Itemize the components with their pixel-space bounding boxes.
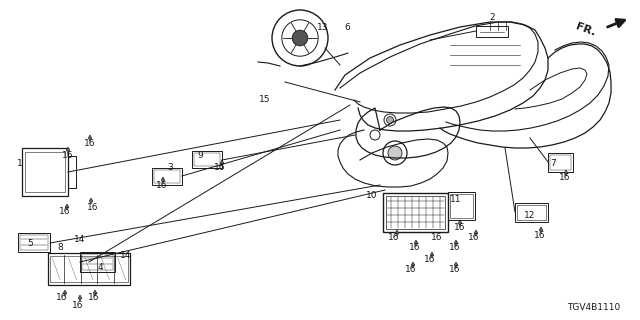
Bar [20,235,48,250]
Bar [192,151,222,168]
Text: 16: 16 [405,266,417,275]
Polygon shape [474,230,478,236]
Text: 16: 16 [534,230,546,239]
Text: 13: 13 [317,23,329,33]
Text: 14: 14 [74,236,86,244]
Text: 16: 16 [409,244,420,252]
Text: 16: 16 [84,139,96,148]
Bar [80,252,115,272]
Text: 2: 2 [489,13,495,22]
Text: 16: 16 [87,204,99,212]
Text: 16: 16 [449,266,461,275]
Bar [383,193,448,232]
Polygon shape [93,290,97,296]
Text: 9: 9 [197,150,203,159]
Bar [517,205,546,220]
Text: 15: 15 [259,95,271,105]
Text: 5: 5 [27,238,33,247]
Polygon shape [396,230,399,236]
Polygon shape [458,220,462,226]
Text: 11: 11 [451,195,461,204]
Bar [154,170,180,183]
Text: 16: 16 [56,293,68,302]
Text: 16: 16 [72,300,84,309]
Polygon shape [454,240,458,246]
Bar [18,233,50,252]
Text: 16: 16 [388,234,400,243]
Text: 16: 16 [559,173,571,182]
Bar [450,194,473,218]
Text: 16: 16 [424,255,436,265]
Bar [386,196,445,229]
Bar [82,254,113,270]
Bar [448,192,475,220]
Polygon shape [220,160,224,166]
Polygon shape [88,135,92,141]
Circle shape [388,146,402,160]
Bar [550,155,571,170]
Circle shape [292,30,308,46]
Text: 10: 10 [366,190,378,199]
Text: 6: 6 [344,23,350,33]
Circle shape [387,116,394,124]
Bar [50,256,128,282]
Text: 3: 3 [167,164,173,172]
Text: 16: 16 [60,207,71,217]
Bar [25,152,65,192]
Bar [22,148,68,196]
Text: FR.: FR. [574,22,597,38]
Text: 16: 16 [88,293,100,302]
Text: 8: 8 [57,244,63,252]
Polygon shape [540,227,543,233]
Polygon shape [89,198,93,204]
Polygon shape [454,262,458,268]
Polygon shape [78,295,82,301]
Bar [48,253,130,285]
Text: 16: 16 [454,223,466,233]
Text: 16: 16 [449,244,461,252]
Polygon shape [63,290,67,296]
Text: 16: 16 [468,234,480,243]
Bar [548,153,573,172]
Text: 1: 1 [17,158,23,167]
Polygon shape [66,147,70,153]
Text: 16: 16 [431,234,443,243]
Text: 4: 4 [97,263,103,273]
Polygon shape [414,240,418,246]
Polygon shape [430,252,434,258]
Text: 7: 7 [550,158,556,167]
Text: 16: 16 [156,180,168,189]
Bar [152,168,182,185]
Text: 16: 16 [214,163,226,172]
Bar [476,26,508,37]
Polygon shape [564,170,568,176]
Polygon shape [412,262,415,268]
Polygon shape [65,204,69,210]
Polygon shape [161,177,165,183]
Bar [194,153,220,166]
Text: 12: 12 [524,211,536,220]
Text: 14: 14 [120,251,132,260]
Text: 16: 16 [62,150,74,159]
Text: TGV4B1110: TGV4B1110 [567,303,620,312]
Bar [515,203,548,222]
